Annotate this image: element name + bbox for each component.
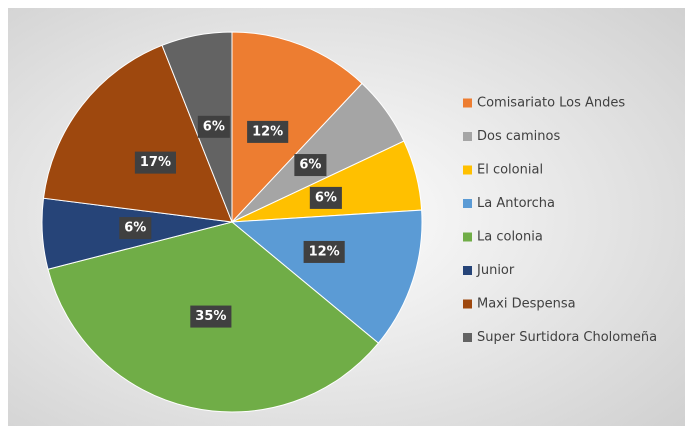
data-label-box [294, 154, 327, 177]
legend-label: Maxi Despensa [477, 297, 576, 312]
data-label-box [309, 186, 342, 209]
data-label-box [247, 120, 289, 143]
legend-label: Super Surtidora Cholomeña [477, 330, 657, 345]
data-label-text: 6% [299, 158, 321, 173]
legend-swatch [463, 232, 472, 242]
legend-label: Comisariato Los Andes [477, 96, 625, 111]
data-label-box [303, 240, 345, 263]
data-label-text: 6% [203, 119, 225, 134]
data-label: 12% [247, 120, 289, 143]
pie-slice [231, 31, 363, 224]
data-label-box [119, 217, 152, 240]
data-label-text: 6% [124, 221, 146, 236]
data-label: 17% [134, 151, 176, 174]
data-label: 6% [294, 154, 327, 177]
legend-label: Dos caminos [477, 129, 560, 144]
data-label: 6% [119, 217, 152, 240]
legend-swatch [463, 132, 472, 141]
pie-slice [42, 44, 233, 223]
legend-swatch [463, 98, 472, 108]
data-label: 6% [197, 115, 230, 138]
data-label-box [190, 305, 232, 328]
data-label: 6% [309, 186, 342, 209]
legend-label: La colonia [477, 230, 543, 245]
data-label-box [134, 151, 176, 174]
legend-swatch [463, 333, 472, 342]
legend-label: El colonial [477, 163, 543, 178]
data-label-text: 12% [309, 244, 340, 259]
data-label-text: 35% [195, 309, 226, 324]
legend-label: Junior [476, 263, 515, 278]
pie-slice [230, 209, 423, 344]
data-label-text: 6% [315, 190, 337, 205]
legend-swatch [463, 299, 472, 309]
data-label-text: 17% [140, 155, 171, 170]
data-label-text: 12% [252, 124, 283, 139]
data-label: 12% [303, 240, 345, 263]
legend-swatch [463, 199, 472, 208]
data-label: 35% [190, 305, 232, 328]
data-label-box [197, 115, 230, 138]
legend-label: La Antorcha [477, 196, 555, 211]
legend-swatch [463, 165, 472, 175]
pie-slice [161, 31, 233, 223]
legend-swatch [463, 266, 472, 275]
